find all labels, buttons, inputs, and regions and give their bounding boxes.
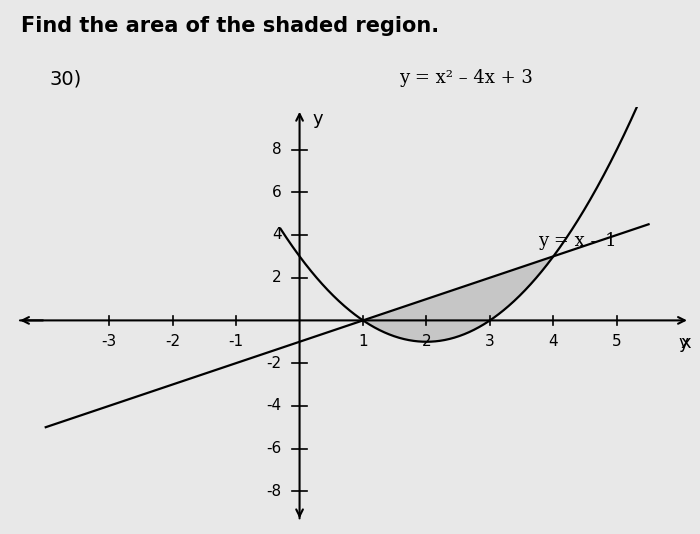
Text: -4: -4 bbox=[267, 398, 282, 413]
Text: y = x² – 4x + 3: y = x² – 4x + 3 bbox=[399, 69, 533, 88]
Text: -6: -6 bbox=[267, 441, 282, 456]
Text: -2: -2 bbox=[267, 356, 282, 371]
Text: 6: 6 bbox=[272, 185, 282, 200]
Text: y: y bbox=[312, 110, 323, 128]
Text: 4: 4 bbox=[272, 227, 282, 242]
Text: y = x – 1: y = x – 1 bbox=[538, 232, 617, 250]
Text: 8: 8 bbox=[272, 142, 282, 157]
Text: y: y bbox=[678, 334, 688, 352]
Text: x: x bbox=[680, 334, 691, 352]
Text: 4: 4 bbox=[549, 334, 558, 349]
Text: -8: -8 bbox=[267, 484, 282, 499]
Text: -2: -2 bbox=[165, 334, 180, 349]
Text: 30): 30) bbox=[49, 69, 81, 89]
Text: 3: 3 bbox=[485, 334, 495, 349]
Text: 5: 5 bbox=[612, 334, 622, 349]
Text: -1: -1 bbox=[228, 334, 244, 349]
Text: -3: -3 bbox=[102, 334, 117, 349]
Text: 1: 1 bbox=[358, 334, 368, 349]
Text: 2: 2 bbox=[421, 334, 431, 349]
Text: Find the area of the shaded region.: Find the area of the shaded region. bbox=[21, 16, 439, 36]
Text: 2: 2 bbox=[272, 270, 282, 285]
